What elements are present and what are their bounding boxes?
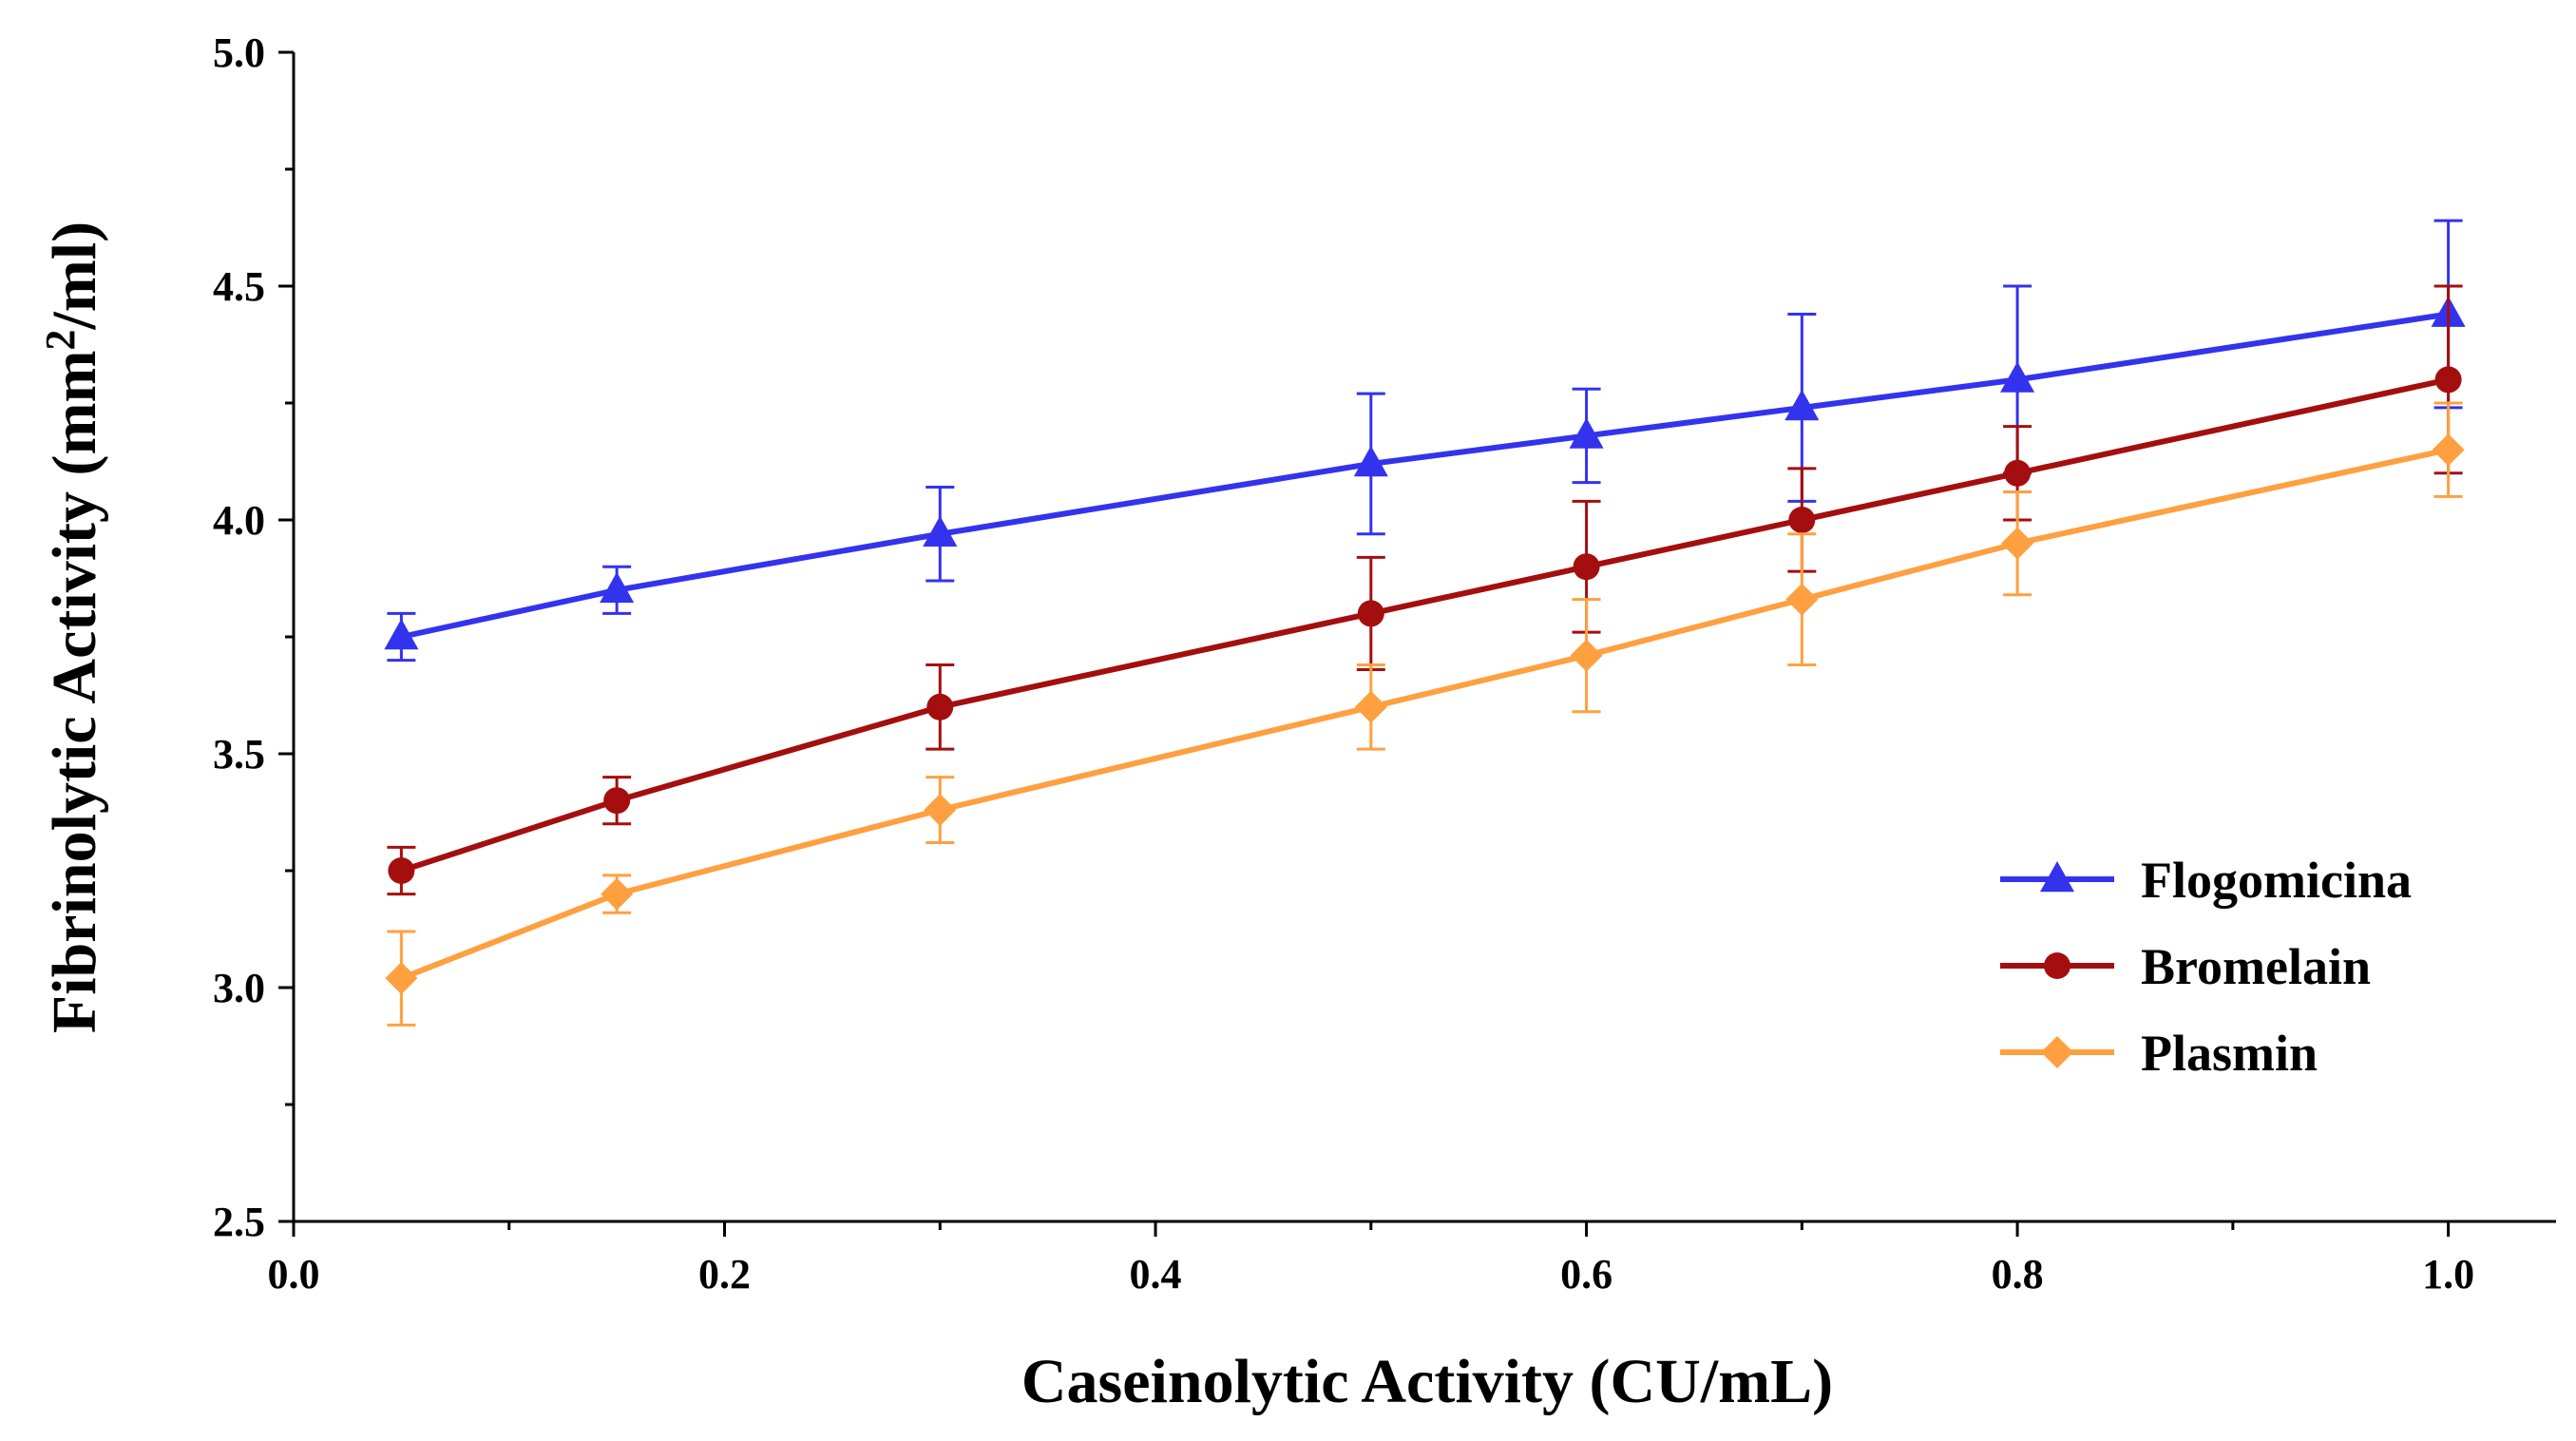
data-point <box>601 877 634 911</box>
y-axis-title-tail: /ml) <box>40 221 109 331</box>
axes: 2.5 3.0 3.5 4.0 4.5 5.0 0.0 0.2 0.4 0.6 0.8 1.0 <box>213 29 2556 1297</box>
data-point <box>1353 445 1388 477</box>
legend-marker <box>2041 1036 2073 1068</box>
x-tick-label: 0.8 <box>1992 1251 2044 1297</box>
x-tick-label: 0.0 <box>268 1251 320 1297</box>
x-tick-label: 0.6 <box>1560 1251 1612 1297</box>
data-point <box>1570 639 1603 672</box>
y-axis-title-superscript: 2 <box>37 330 84 351</box>
series-flogomicina <box>384 219 2466 663</box>
legend-marker <box>2039 861 2075 893</box>
data-point <box>1354 690 1387 723</box>
data-point <box>600 571 635 604</box>
legend-label: Bromelain <box>2141 938 2371 995</box>
legend-label: Plasmin <box>2141 1025 2318 1082</box>
data-point <box>1785 583 1819 616</box>
x-axis-title: Caseinolytic Activity (CU/mL) <box>1021 1347 1833 1416</box>
legend: Flogomicina Bromelain Plasmin <box>2000 852 2412 1082</box>
series-line <box>400 376 2450 874</box>
series-bromelain <box>387 284 2463 896</box>
data-point <box>2004 459 2032 487</box>
data-point <box>924 794 957 827</box>
series-line <box>400 447 2450 981</box>
series-layer <box>384 219 2466 1027</box>
data-point <box>923 515 958 548</box>
data-point <box>926 693 954 720</box>
y-tick-label: 4.0 <box>213 497 265 544</box>
data-point <box>2000 361 2035 393</box>
legend-label: Flogomicina <box>2141 852 2412 909</box>
data-point <box>603 787 631 815</box>
data-point <box>385 962 418 995</box>
y-tick-label: 3.0 <box>213 965 265 1011</box>
y-tick-label: 4.5 <box>213 263 265 310</box>
data-point <box>1788 507 1816 533</box>
data-point <box>2434 366 2462 394</box>
data-point <box>1573 553 1600 581</box>
legend-marker <box>2044 952 2070 979</box>
series-plasmin <box>385 401 2465 1027</box>
data-point <box>384 619 419 650</box>
y-axis-title-main: Fibrinolytic Activity (mm <box>40 351 109 1034</box>
legend-item: Flogomicina <box>2000 852 2412 909</box>
data-point <box>1569 417 1604 449</box>
x-tick-label: 0.4 <box>1130 1251 1182 1297</box>
x-tick-label: 1.0 <box>2422 1251 2474 1297</box>
data-point <box>388 857 415 884</box>
data-point <box>1357 600 1384 627</box>
data-point <box>2001 527 2034 560</box>
series-line <box>400 311 2450 640</box>
y-tick-label: 3.5 <box>213 731 265 778</box>
data-point <box>1784 389 1820 421</box>
legend-item: Plasmin <box>2000 1025 2318 1082</box>
data-point <box>2432 433 2465 467</box>
y-tick-label: 5.0 <box>213 29 265 76</box>
y-tick-label: 2.5 <box>213 1199 265 1245</box>
x-tick-label: 0.2 <box>698 1251 751 1297</box>
legend-item: Bromelain <box>2000 938 2371 995</box>
y-axis-title: Fibrinolytic Activity (mm2/ml) <box>37 221 109 1033</box>
